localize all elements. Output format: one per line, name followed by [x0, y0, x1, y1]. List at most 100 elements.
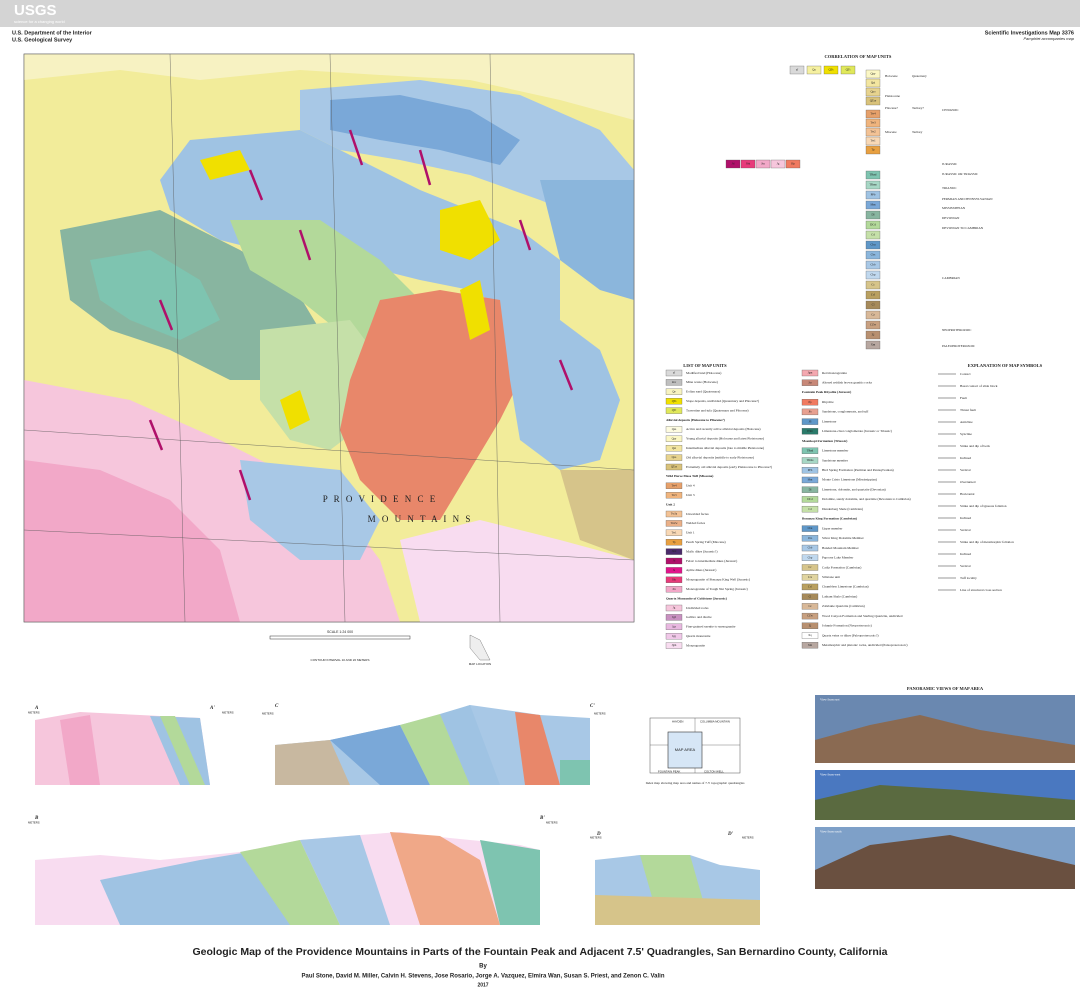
unit-swatch — [801, 496, 819, 503]
unit-swatch — [665, 529, 683, 536]
unit-description: Dunderberg Shale (Cambrian) — [822, 507, 863, 511]
correlation-box — [865, 340, 881, 350]
unit-description: Unwelded facies — [686, 512, 709, 516]
unit-swatch — [665, 463, 683, 471]
unit-description: Moenkopi Formation (Triassic) — [802, 439, 847, 443]
correlation-code: Tw3 — [870, 121, 876, 125]
period-label: TRIASSIC — [942, 186, 957, 190]
correlation-code: Mm — [870, 203, 876, 207]
unit-description: Undivided rocks — [686, 606, 709, 610]
correlation-code: Qay — [871, 72, 876, 76]
correlation-code: Tw4 — [870, 112, 876, 116]
unit-swatch — [665, 539, 683, 546]
correlation-box — [806, 65, 822, 75]
unit-swatch — [801, 574, 819, 581]
unit-swatch — [665, 388, 683, 395]
correlation-code: Qao — [871, 90, 876, 94]
unit-code: DCd — [807, 498, 813, 501]
correlation-code: Tw2 — [870, 130, 876, 134]
correlation-box — [840, 65, 856, 75]
correlation-box — [865, 118, 881, 128]
unit-swatch — [665, 623, 683, 630]
correlation-code: Xm — [871, 343, 876, 347]
unit-swatch — [801, 418, 819, 425]
unit-code: Cl — [809, 595, 812, 598]
correlation-box — [865, 290, 881, 300]
quad-name: COLTON WELL — [704, 770, 724, 774]
correlation-code: Cd — [871, 233, 875, 237]
unit-swatch — [801, 583, 819, 591]
correlation-code: Cbs — [871, 253, 877, 257]
unit-description: Silver King Dolomite Member — [822, 536, 865, 540]
unit-swatch — [801, 564, 819, 571]
symbol-label: Inclined — [960, 516, 971, 520]
section-label: D' — [727, 832, 734, 837]
correlation-code: Cz — [871, 313, 875, 317]
correlation-box — [865, 170, 881, 180]
unit-description: Papoose Lake Member — [822, 556, 854, 560]
unit-swatch — [665, 586, 683, 593]
unit-code: Jgs — [672, 625, 676, 628]
unit-swatch — [801, 603, 819, 610]
unit-swatch — [665, 482, 683, 489]
unit-swatch — [801, 505, 819, 513]
unit-swatch — [801, 622, 819, 629]
unit-code: Tp — [672, 541, 676, 544]
symbol-label: Horizontal — [960, 492, 975, 496]
unit-code: Ja — [673, 569, 676, 572]
correlation-box — [865, 96, 881, 106]
correlation-code: PPb — [871, 193, 876, 197]
year: 2017 — [477, 982, 488, 988]
correlation-box — [740, 159, 756, 169]
unit-code: QTae — [671, 466, 678, 469]
unit-description: Rhyolite — [822, 400, 834, 404]
correlation-code: QTs — [829, 68, 835, 72]
unit-description: Cadiz Formation (Cambrian) — [822, 565, 861, 569]
correlation-code: QTae — [870, 99, 877, 103]
unit-code: Tw2u — [671, 513, 678, 516]
correlation-code: Tp — [871, 148, 875, 152]
panoramic-photos — [815, 695, 1075, 889]
unit-description: Unit 1 — [686, 531, 695, 535]
unit-swatch — [665, 633, 683, 640]
unit-description: Dolomite, sandy dolomite, and quartzite … — [822, 497, 911, 502]
unit-swatch — [665, 576, 683, 583]
unit-code: Jfp — [808, 401, 812, 404]
unit-swatch — [801, 554, 819, 561]
correlation-code: CZw — [870, 323, 877, 327]
correlation-box — [785, 159, 801, 169]
unit-swatch — [665, 435, 683, 442]
correlation-box — [865, 320, 881, 330]
correlation-code: QTt — [846, 68, 851, 72]
section-unit: METERS — [222, 711, 234, 715]
correlation-box — [865, 136, 881, 146]
symbol-label: Anticline — [960, 420, 973, 424]
correlation-box — [865, 210, 881, 220]
unit-description: Zabriskie Quartzite (Cambrian) — [822, 604, 865, 608]
symbol-label: Fault — [960, 396, 967, 400]
cross-sections — [35, 705, 760, 925]
unit-code: PPb — [808, 469, 813, 472]
correlation-box — [865, 230, 881, 240]
section-label: C' — [590, 704, 595, 709]
index-map — [649, 717, 741, 774]
period-label: CENOZOIC — [942, 108, 959, 112]
unit-description: Felsic to intermediate dikes (Jurassic) — [686, 559, 737, 563]
symbol-label: Vertical — [960, 564, 971, 568]
unit-code: Tw2w — [671, 522, 678, 525]
correlation-box — [823, 65, 839, 75]
location-label: MAP LOCATION — [469, 662, 491, 666]
unit-swatch — [665, 604, 683, 612]
period-label: JURASSIC OR TRIASSIC — [942, 172, 979, 176]
unit-swatch — [801, 467, 819, 474]
unit-description: Quartz Monzonite of Goldstone (Jurassic) — [666, 596, 727, 600]
unit-description: Gabbro and diorite — [686, 615, 712, 619]
unit-description: Limestone — [822, 419, 837, 423]
section-label: B' — [539, 816, 545, 821]
correlation-box — [865, 180, 881, 190]
section-unit: METERS — [262, 712, 274, 716]
unit-code: Cd — [808, 508, 812, 511]
unit-swatch — [665, 492, 683, 499]
unit-code: Xm — [808, 644, 813, 647]
datum: CONTOUR INTERVAL 10 AND 20 METERS — [311, 658, 370, 662]
